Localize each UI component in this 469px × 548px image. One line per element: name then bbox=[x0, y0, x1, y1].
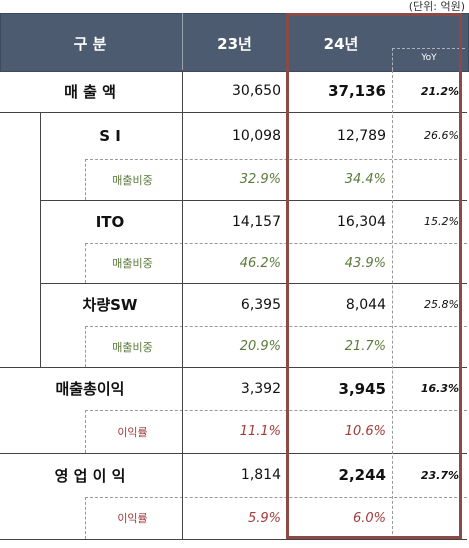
operating-margin-23: 5.9% bbox=[247, 510, 281, 526]
vehicle-sw-yoy: 25.8% bbox=[424, 298, 459, 311]
indent-divider bbox=[40, 112, 41, 367]
ito-share-23: 46.2% bbox=[239, 255, 281, 271]
ito-share-24: 43.9% bbox=[344, 255, 386, 271]
header-23: 23년 bbox=[217, 35, 252, 53]
row-label-ito: ITO bbox=[95, 212, 125, 231]
sub-divider bbox=[85, 243, 86, 283]
row-divider bbox=[40, 283, 467, 284]
row-divider bbox=[85, 159, 467, 160]
si-share-label: 매출비중 bbox=[112, 173, 153, 187]
sub-divider bbox=[85, 410, 86, 453]
row-divider bbox=[85, 410, 467, 411]
header-24: 24년 bbox=[323, 35, 359, 53]
row-divider bbox=[40, 200, 467, 201]
yoy-divider bbox=[392, 70, 393, 539]
revenue-yoy: 21.2% bbox=[420, 84, 459, 98]
vehicle-sw-share-24: 21.7% bbox=[344, 339, 386, 354]
ito-24: 16,304 bbox=[337, 213, 386, 230]
gross-profit-24: 3,945 bbox=[338, 379, 386, 398]
ito-23: 14,157 bbox=[232, 213, 281, 230]
header-divider bbox=[182, 13, 183, 70]
row-label-revenue: 매 출 액 bbox=[64, 82, 116, 101]
row-divider bbox=[85, 326, 467, 327]
gross-margin-23: 11.1% bbox=[239, 424, 281, 439]
unit-note: (단위: 억원) bbox=[408, 0, 465, 13]
row-label-gross-profit: 매출총이익 bbox=[55, 380, 125, 398]
ito-share-label: 매출비중 bbox=[112, 257, 153, 270]
si-share-23: 32.9% bbox=[239, 172, 281, 187]
sub-divider bbox=[85, 159, 86, 200]
row-divider bbox=[0, 367, 467, 368]
row-label-operating-profit: 영 업 이 익 bbox=[54, 466, 126, 485]
operating-profit-23: 1,814 bbox=[240, 467, 281, 483]
operating-profit-yoy: 23.7% bbox=[420, 468, 459, 482]
vehicle-sw-share-label: 매출비중 bbox=[112, 340, 153, 354]
operating-margin-24: 6.0% bbox=[352, 510, 386, 526]
vehicle-sw-share-23: 20.9% bbox=[239, 339, 281, 354]
table-bottom-border bbox=[0, 539, 467, 540]
row-divider bbox=[0, 453, 467, 454]
row-label-vehicle-sw: 차량SW bbox=[82, 296, 138, 314]
si-24: 12,789 bbox=[337, 127, 386, 144]
si-23: 10,098 bbox=[232, 127, 281, 144]
gross-profit-yoy: 16.3% bbox=[420, 382, 459, 395]
operating-margin-label: 이익률 bbox=[117, 512, 148, 525]
sub-divider bbox=[85, 497, 86, 539]
row-divider bbox=[0, 112, 467, 113]
header-category: 구 분 bbox=[73, 35, 107, 53]
revenue-23: 30,650 bbox=[232, 83, 281, 99]
col-divider bbox=[182, 70, 183, 539]
table-header bbox=[0, 13, 469, 72]
revenue-24: 37,136 bbox=[328, 82, 386, 100]
sub-divider bbox=[85, 326, 86, 367]
header-dash bbox=[392, 48, 393, 70]
vehicle-sw-24: 8,044 bbox=[345, 296, 386, 313]
highlight-24-column bbox=[286, 13, 462, 539]
gross-profit-23: 3,392 bbox=[240, 380, 281, 397]
header-dash bbox=[392, 48, 465, 49]
ito-yoy: 15.2% bbox=[424, 215, 459, 228]
operating-profit-24: 2,244 bbox=[338, 466, 386, 484]
row-divider bbox=[85, 243, 467, 244]
si-yoy: 26.6% bbox=[424, 129, 459, 142]
si-share-24: 34.4% bbox=[344, 172, 386, 187]
vehicle-sw-23: 6,395 bbox=[240, 296, 281, 313]
gross-margin-24: 10.6% bbox=[344, 424, 386, 439]
header-yoy: YoY bbox=[421, 53, 437, 63]
row-divider bbox=[85, 497, 467, 498]
gross-margin-label: 이익률 bbox=[117, 425, 148, 439]
row-label-si: S I bbox=[99, 126, 121, 145]
